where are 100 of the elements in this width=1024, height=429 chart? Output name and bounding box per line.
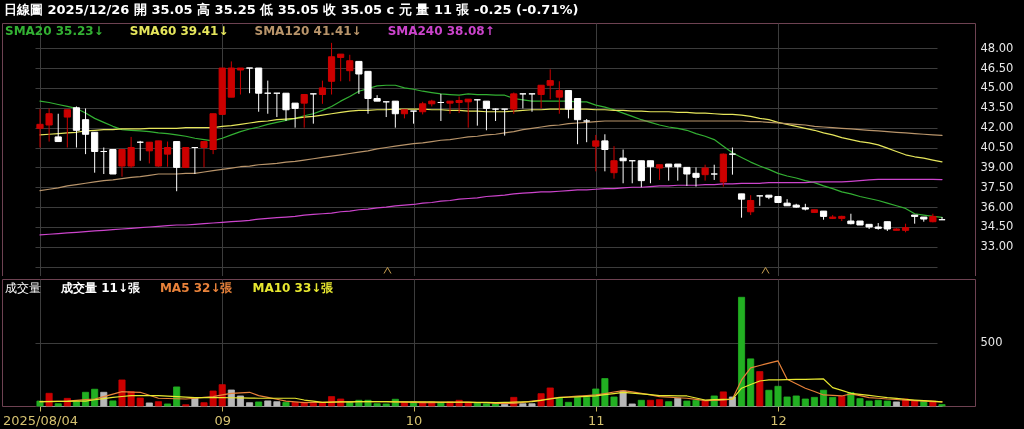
bar: [154, 401, 162, 407]
y-tick-label: 40.50: [980, 140, 1014, 155]
text: SMA20 35.23↓: [5, 24, 104, 38]
candlestick: [555, 80, 563, 115]
candlestick: [81, 107, 90, 155]
candlestick: [728, 147, 737, 176]
candlestick: [573, 98, 582, 145]
candlestick: [519, 93, 527, 109]
bar: [45, 392, 53, 407]
candlestick: [482, 100, 491, 131]
y-tick-label: 39.00: [980, 159, 1014, 174]
bar: [665, 401, 673, 407]
bar: [492, 403, 500, 407]
bar: [54, 403, 62, 407]
candlestick: [54, 113, 62, 143]
line-series: [39, 120, 943, 192]
candlestick: [619, 149, 627, 184]
candlestick: [91, 131, 99, 174]
candlestick: [72, 105, 81, 149]
bar: [574, 397, 582, 407]
text: SMA240 38.08↑: [387, 24, 495, 38]
bar: [309, 403, 317, 407]
y-tick-label: 36.00: [980, 199, 1014, 214]
bar: [318, 402, 326, 407]
y-tick-label: 34.50: [980, 219, 1014, 234]
x-tick-label: 09: [214, 412, 231, 428]
bar: [892, 401, 900, 407]
bar: [482, 403, 490, 407]
bar: [555, 397, 563, 407]
candlestick: [501, 108, 509, 137]
bar: [564, 401, 572, 407]
y-tick-label: 46.50: [980, 60, 1014, 75]
bar: [72, 401, 80, 407]
text: MA5 32↓張: [159, 281, 234, 295]
candlestick: [747, 194, 755, 216]
bar: [656, 399, 664, 407]
y-tick-label: 45.00: [980, 80, 1014, 95]
bar: [883, 400, 891, 407]
candlestick: [528, 93, 536, 113]
x-tick-label: 11: [588, 412, 605, 428]
candlestick: [391, 100, 399, 129]
candlestick: [583, 118, 591, 143]
candlestick: [163, 141, 172, 168]
y-tick-label: 500: [980, 335, 1003, 349]
bar: [246, 402, 254, 407]
bar: [282, 401, 290, 407]
bar: [756, 371, 764, 407]
bar: [637, 399, 645, 407]
bar: [674, 397, 682, 407]
candlestick: [564, 90, 573, 119]
annotation: 成交量 11↓張: [60, 281, 141, 295]
y-tick-label: 37.50: [980, 179, 1014, 194]
chart-title: 成交量: [5, 281, 41, 295]
candlestick: [318, 80, 327, 105]
text: SMA120 41.41↓: [254, 24, 362, 38]
text: MA10 33↓張: [252, 281, 335, 295]
candlestick: [309, 93, 317, 125]
candlestick: [701, 164, 709, 182]
bar: [911, 400, 919, 407]
bar: [801, 398, 809, 407]
line-series: [39, 84, 943, 218]
chart-title: 日線圖 2025/12/26 開 35.05 高 35.25 低 35.05 收 35.05 c 元 量 11 張 -0.25 (-0.71%): [4, 2, 579, 17]
bar: [437, 402, 445, 407]
bar: [701, 400, 709, 407]
y-tick-label: 43.50: [980, 100, 1014, 115]
y-tick-label: 42.00: [980, 120, 1014, 135]
text: SMA60 39.41↓: [129, 24, 229, 38]
candlestick: [409, 110, 418, 125]
candlestick: [300, 94, 308, 129]
bar: [583, 396, 591, 407]
candlestick: [737, 193, 746, 219]
candlestick: [145, 141, 153, 164]
x-tick-label: 12: [770, 412, 787, 428]
bar: [173, 386, 181, 407]
candlestick: [245, 67, 254, 94]
bar: [747, 358, 755, 407]
bar: [838, 395, 846, 407]
y-tick-label: 33.00: [980, 239, 1014, 254]
bar: [646, 399, 654, 407]
candlestick: [610, 145, 618, 180]
candlestick: [637, 160, 645, 188]
candlestick: [601, 133, 609, 172]
line-series: [39, 178, 943, 236]
x-tick-label: 2025/08/04: [3, 412, 78, 428]
y-tick-label: 48.00: [980, 40, 1014, 55]
candlestick: [63, 109, 71, 149]
candlestick: [592, 134, 600, 172]
candlestick: [756, 195, 764, 207]
candlestick: [236, 67, 245, 96]
bar: [810, 396, 818, 407]
candlestick: [337, 53, 345, 82]
bar: [829, 396, 837, 407]
bar: [473, 402, 481, 407]
bar: [145, 402, 153, 407]
bar: [164, 403, 172, 407]
bar: [109, 400, 117, 407]
bar: [255, 401, 263, 407]
x-tick-label: 10: [405, 412, 423, 428]
bar: [738, 296, 746, 407]
candlestick: [346, 54, 354, 82]
